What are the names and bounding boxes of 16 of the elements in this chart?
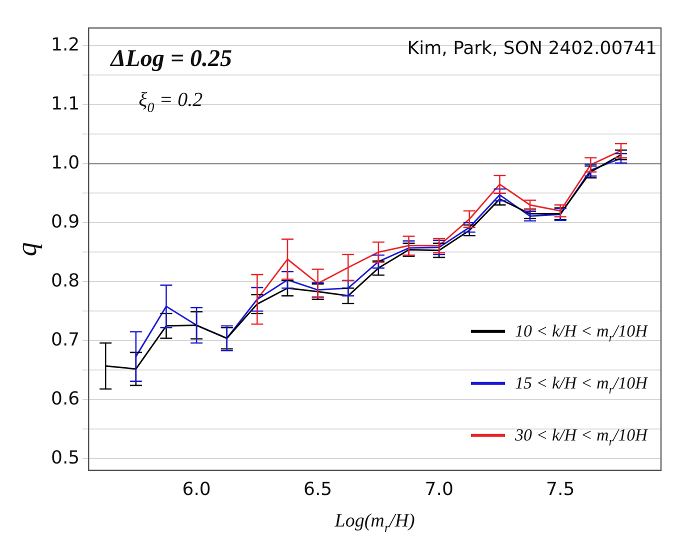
x-tick-label: 7.5: [546, 478, 575, 500]
y-axis-title: q: [12, 242, 43, 256]
y-tick-label: 0.5: [50, 447, 80, 468]
x-tick-label: 6.0: [182, 478, 211, 500]
y-tick-label: 0.7: [50, 329, 80, 350]
y-tick-label: 0.8: [50, 270, 80, 292]
annotation: ΔLog = 0.25: [110, 46, 232, 72]
y-tick-label: 1.0: [50, 152, 80, 174]
annotation: Kim, Park, SON 2402.00741: [407, 38, 658, 59]
point: [523, 200, 537, 210]
x-tick-label: 7.0: [424, 478, 454, 500]
x-tick-label: 6.5: [304, 478, 332, 500]
y-tick-label: 0.9: [50, 211, 80, 232]
y-tick-label: 1.1: [50, 93, 80, 114]
y-tick-label: 0.6: [50, 388, 80, 410]
y-tick-label: 1.2: [50, 34, 80, 56]
